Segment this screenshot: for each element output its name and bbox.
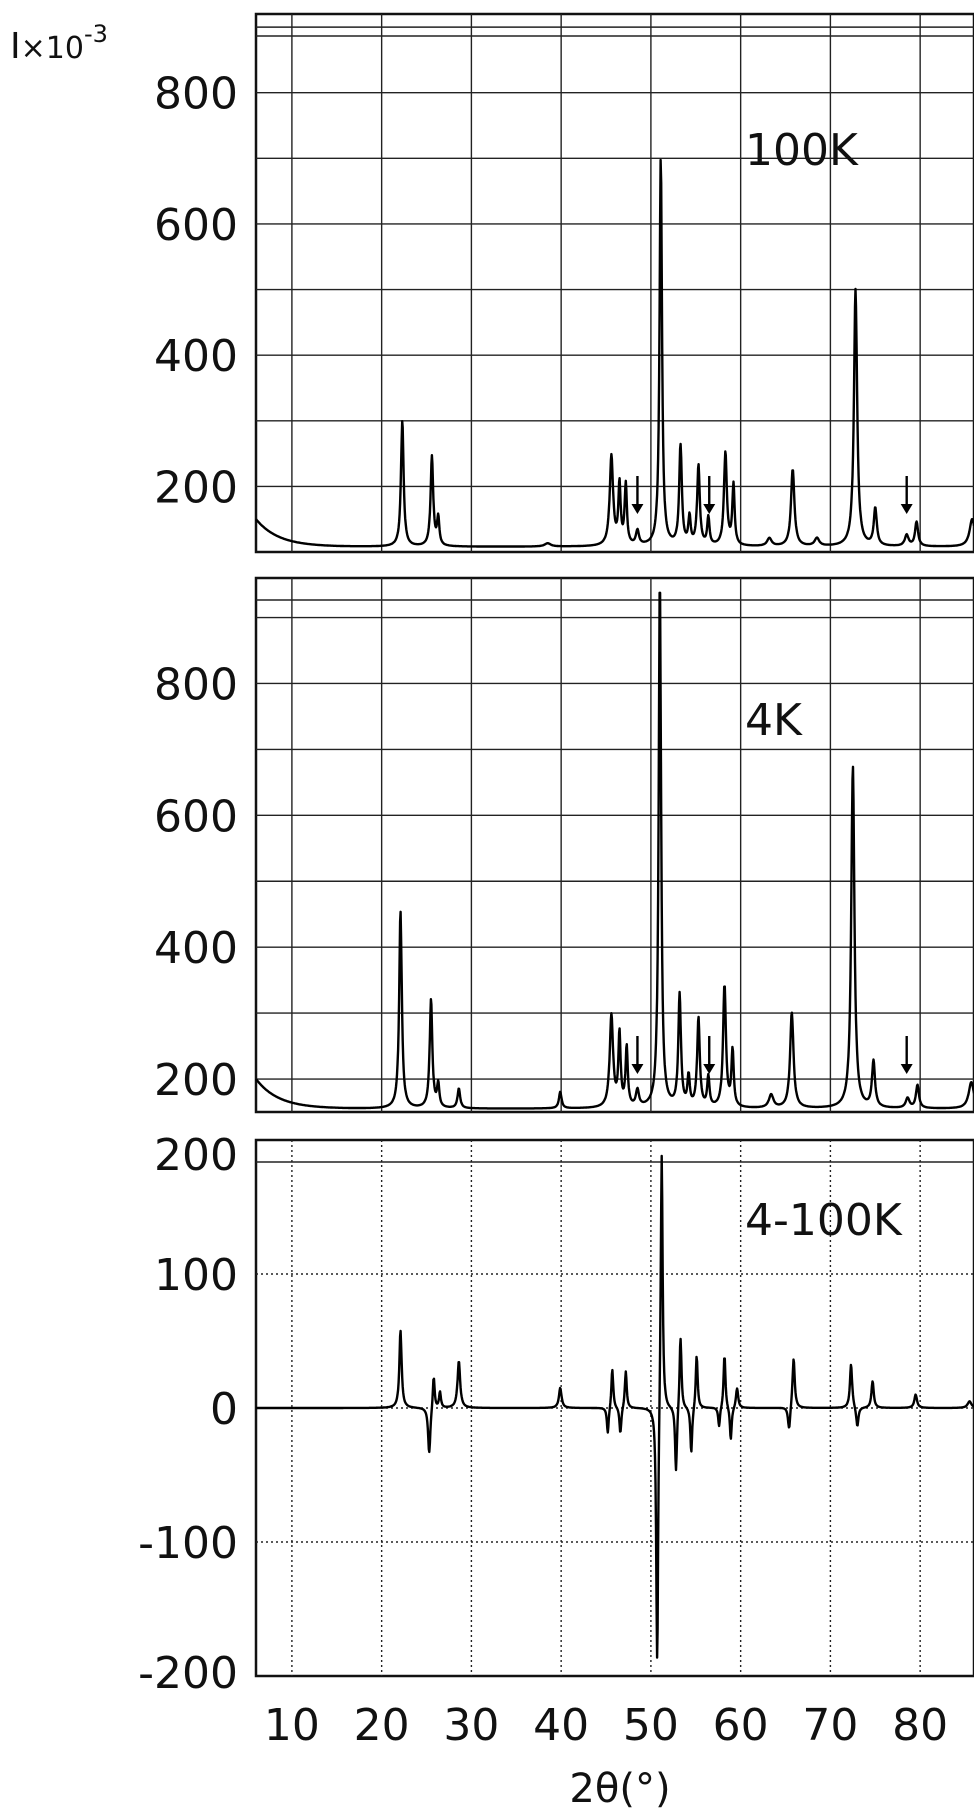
- y-tick-label: 600: [154, 791, 238, 842]
- y-tick-label: 200: [154, 1055, 238, 1106]
- y-unit-base: I: [10, 26, 21, 67]
- y-tick-label: 0: [210, 1384, 238, 1435]
- y-tick-label: 200: [154, 462, 238, 513]
- arrow-marker: [631, 1036, 644, 1074]
- x-tick-label: 50: [623, 1700, 679, 1751]
- pattern-line: [255, 1154, 974, 1659]
- panel-2: 200 400 600 800 4K: [154, 576, 974, 1114]
- y-tick-label: -100: [138, 1518, 238, 1569]
- y-tick-label: -200: [138, 1648, 238, 1699]
- x-tick-label: 70: [802, 1700, 858, 1751]
- panel-annotation: 4-100K: [745, 1195, 903, 1246]
- x-tick-label: 30: [443, 1700, 499, 1751]
- y-tick-label: 400: [154, 331, 238, 382]
- panel-annotation: 100K: [745, 125, 859, 176]
- panels: 200 400 600 800 100K 200 400 600 800 4K -200 -100 0 1…: [138, 12, 974, 1699]
- y-tick-label: 800: [154, 69, 238, 120]
- pattern-line: [255, 158, 974, 548]
- arrow-marker: [900, 1036, 913, 1074]
- x-tick-label: 10: [264, 1700, 320, 1751]
- x-tick-label: 20: [354, 1700, 410, 1751]
- arrow-marker: [703, 1036, 716, 1074]
- arrow-marker: [900, 476, 913, 514]
- x-tick-label: 80: [892, 1700, 948, 1751]
- panel-1: 200 400 600 800 100K: [154, 12, 974, 554]
- y-unit-label: I×10-3: [10, 20, 108, 67]
- x-tick-label: 40: [533, 1700, 589, 1751]
- pattern-line: [255, 591, 974, 1110]
- y-tick-label: 200: [154, 1130, 238, 1181]
- arrow-marker: [703, 476, 716, 514]
- y-unit-mult: ×10: [21, 31, 84, 66]
- arrow-marker: [631, 476, 644, 514]
- y-tick-label: 800: [154, 659, 238, 710]
- panel-annotation: 4K: [745, 695, 803, 746]
- y-unit-exp: -3: [84, 20, 108, 48]
- y-tick-label: 600: [154, 200, 238, 251]
- x-axis-label: 2θ(°): [569, 1766, 670, 1812]
- y-tick-label: 100: [154, 1250, 238, 1301]
- x-tick-label: 60: [713, 1700, 769, 1751]
- panel-3: -200 -100 0 100 200 4-100K: [138, 1130, 974, 1699]
- panel-frame: [254, 576, 974, 1114]
- x-tick-labels: 10 20 30 40 50 60 70 80: [264, 1700, 948, 1751]
- panel-frame: [254, 12, 974, 554]
- y-tick-label: 400: [154, 923, 238, 974]
